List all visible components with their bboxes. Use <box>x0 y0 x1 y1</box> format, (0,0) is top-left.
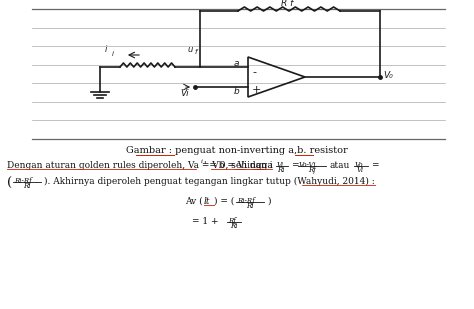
Text: atau: atau <box>330 161 350 170</box>
Text: =: = <box>291 161 299 170</box>
Text: Ri: Ri <box>23 182 30 190</box>
Text: Dengan aturan golden rules diperoleh, Va = Vb = Vi dan i: Dengan aturan golden rules diperoleh, Va… <box>7 161 273 170</box>
Text: i: i <box>201 159 203 164</box>
Text: Ri-Rf: Ri-Rf <box>14 177 32 185</box>
Text: Ri: Ri <box>277 166 284 174</box>
Text: Vo: Vo <box>355 161 364 169</box>
Text: Ri-Rf: Ri-Rf <box>237 197 255 205</box>
Text: =: = <box>371 161 379 170</box>
Text: ' = 0, sehingga: ' = 0, sehingga <box>204 161 273 170</box>
Text: Vi: Vi <box>357 166 364 174</box>
Text: R f: R f <box>281 0 293 8</box>
Text: i: i <box>105 45 108 54</box>
Text: a: a <box>234 59 239 68</box>
Text: = 1 +: = 1 + <box>192 217 221 226</box>
Text: ). Akhirnya diperoleh penguat tegangan lingkar tutup (Wahyudi, 2014) :: ). Akhirnya diperoleh penguat tegangan l… <box>44 177 375 186</box>
Text: V₀: V₀ <box>383 71 393 80</box>
Text: Ri: Ri <box>230 222 237 230</box>
Text: i: i <box>112 51 114 57</box>
Text: u: u <box>188 45 193 54</box>
Text: Vi: Vi <box>277 161 284 169</box>
Text: Rf: Rf <box>308 166 316 174</box>
Text: Ri: Ri <box>246 202 254 210</box>
Text: b: b <box>234 87 240 96</box>
Text: Vo-Vi: Vo-Vi <box>299 161 317 169</box>
Text: ) = (: ) = ( <box>214 197 234 206</box>
Text: Av (: Av ( <box>185 197 203 206</box>
Text: -: - <box>252 67 256 77</box>
Text: Gambar : penguat non-inverting a,b. resistor: Gambar : penguat non-inverting a,b. resi… <box>126 146 348 155</box>
Text: +: + <box>252 85 261 95</box>
Text: Rf: Rf <box>228 217 236 225</box>
Text: f: f <box>195 49 198 55</box>
Text: (: ( <box>7 177 12 190</box>
Text: lt: lt <box>204 197 210 206</box>
Text: Vi: Vi <box>180 89 189 98</box>
Text: ): ) <box>267 197 271 206</box>
